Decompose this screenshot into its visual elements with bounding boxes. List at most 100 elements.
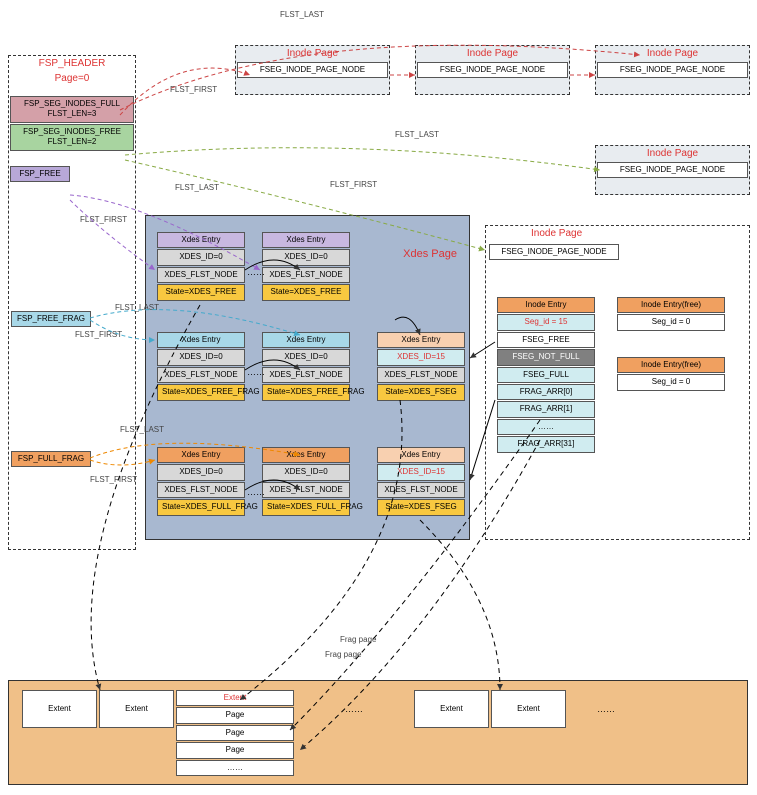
inode-page-node-3: FSEG_INODE_PAGE_NODE bbox=[597, 62, 748, 78]
inode-entry-block: Inode Entry Seg_id = 15 FSEG_FREE FSEG_N… bbox=[496, 296, 596, 454]
xdes-entry: Xdes Entry bbox=[377, 447, 465, 463]
fsp-free-frag: FSP_FREE_FRAG bbox=[11, 311, 91, 327]
xdes-id: XDES_ID=0 bbox=[262, 464, 350, 480]
inode-page-node-4: FSEG_INODE_PAGE_NODE bbox=[597, 162, 748, 178]
xdes-entry: Xdes Entry bbox=[262, 232, 350, 248]
fseg-free: FSEG_FREE bbox=[497, 332, 595, 348]
frag-arr-0: FRAG_ARR[0] bbox=[497, 384, 595, 400]
seg-id-0: Seg_id = 0 bbox=[617, 374, 725, 390]
lbl-flst-last-1: FLST_LAST bbox=[280, 10, 324, 19]
seg-id-0: Seg_id = 0 bbox=[617, 314, 725, 330]
xdes-node: XDES_FLST_NODE bbox=[262, 367, 350, 383]
xdes-id15: XDES_ID=15 bbox=[377, 464, 465, 480]
xdes-state: State=XDES_FREE bbox=[262, 284, 350, 300]
xdes-id: XDES_ID=0 bbox=[157, 464, 245, 480]
xdes-page-title: Xdes Page bbox=[401, 246, 459, 262]
lbl-flst-first-4: FLST_FIRST bbox=[75, 330, 122, 339]
inode-page-title-1: Inode Page bbox=[236, 46, 389, 61]
frag-arr-1: FRAG_ARR[1] bbox=[497, 401, 595, 417]
inode-page-node-1: FSEG_INODE_PAGE_NODE bbox=[237, 62, 388, 78]
xdes-id: XDES_ID=0 bbox=[157, 349, 245, 365]
xdes-node: XDES_FLST_NODE bbox=[377, 482, 465, 498]
extent-2: Extent bbox=[99, 690, 174, 728]
seg-inodes-free: FSP_SEG_INODES_FREE FLST_LEN=2 bbox=[10, 124, 134, 151]
xdes-state: State=XDES_FSEG bbox=[377, 499, 465, 515]
xdes-node: XDES_FLST_NODE bbox=[157, 267, 245, 283]
fsp-full-frag: FSP_FULL_FRAG bbox=[11, 451, 91, 467]
lbl-frag-page-1: Frag page bbox=[340, 635, 376, 644]
fsp-header-subtitle: Page=0 bbox=[9, 71, 135, 86]
xdes-entry: Xdes Entry bbox=[157, 232, 245, 248]
xdes-node: XDES_FLST_NODE bbox=[157, 367, 245, 383]
extent-1: Extent bbox=[22, 690, 97, 728]
inode-page-3: Inode Page FSEG_INODE_PAGE_NODE bbox=[595, 45, 750, 95]
xdes-id: XDES_ID=0 bbox=[262, 349, 350, 365]
xdes-state: State=XDES_FREE_FRAG bbox=[157, 384, 245, 400]
inode-entry-free-1: Inode Entry(free) Seg_id = 0 bbox=[616, 296, 726, 332]
inode-page-title-4: Inode Page bbox=[596, 146, 749, 161]
xdes-entry: Xdes Entry bbox=[262, 332, 350, 348]
lbl-flst-last-3: FLST_LAST bbox=[175, 183, 219, 192]
lbl-frag-page-2: Frag page bbox=[325, 650, 361, 659]
inode-detail-node: FSEG_INODE_PAGE_NODE bbox=[489, 244, 619, 260]
inode-page-1: Inode Page FSEG_INODE_PAGE_NODE bbox=[235, 45, 390, 95]
page-2: Page bbox=[176, 725, 294, 741]
xdes-entry: Xdes Entry bbox=[262, 447, 350, 463]
xdes-node: XDES_FLST_NODE bbox=[377, 367, 465, 383]
xdes-group-3c: Xdes Entry XDES_ID=15 XDES_FLST_NODE Sta… bbox=[376, 446, 466, 517]
xdes-node: XDES_FLST_NODE bbox=[262, 482, 350, 498]
xdes-group-1b: Xdes Entry XDES_ID=0 XDES_FLST_NODE Stat… bbox=[261, 231, 351, 302]
extent-4: Extent bbox=[414, 690, 489, 728]
fseg-not-full: FSEG_NOT_FULL bbox=[497, 349, 595, 365]
seg-id-15: Seg_id = 15 bbox=[497, 314, 595, 330]
frag-arr-31: FRAG_ARR[31] bbox=[497, 436, 595, 452]
xdes-group-2b: Xdes Entry XDES_ID=0 XDES_FLST_NODE Stat… bbox=[261, 331, 351, 402]
xdes-node: XDES_FLST_NODE bbox=[157, 482, 245, 498]
seg-inodes-full: FSP_SEG_INODES_FULL FLST_LEN=3 bbox=[10, 96, 134, 123]
inode-page-4: Inode Page FSEG_INODE_PAGE_NODE bbox=[595, 145, 750, 195]
xdes-entry: Xdes Entry bbox=[157, 447, 245, 463]
xdes-state: State=XDES_FSEG bbox=[377, 384, 465, 400]
xdes-group-3a: Xdes Entry XDES_ID=0 XDES_FLST_NODE Stat… bbox=[156, 446, 246, 517]
lbl-flst-first-3: FLST_FIRST bbox=[80, 215, 127, 224]
lbl-flst-first-1: FLST_FIRST bbox=[170, 85, 217, 94]
extent-strip: Extent Extent Extent Page Page Page …… …… bbox=[8, 680, 748, 785]
xdes-node: XDES_FLST_NODE bbox=[262, 267, 350, 283]
xdes-entry: Xdes Entry bbox=[157, 332, 245, 348]
inode-page-2: Inode Page FSEG_INODE_PAGE_NODE bbox=[415, 45, 570, 95]
inode-entry-free-2: Inode Entry(free) Seg_id = 0 bbox=[616, 356, 726, 392]
frag-dots: …… bbox=[497, 419, 595, 435]
inode-entry-free-header: Inode Entry(free) bbox=[617, 357, 725, 373]
xdes-page: Xdes Page Xdes Entry XDES_ID=0 XDES_FLST… bbox=[145, 215, 470, 540]
xdes-id: XDES_ID=0 bbox=[157, 249, 245, 265]
xdes-id: XDES_ID=0 bbox=[262, 249, 350, 265]
fsp-header-title: FSP_HEADER bbox=[9, 56, 135, 71]
page-3: Page bbox=[176, 742, 294, 758]
xdes-state: State=XDES_FREE_FRAG bbox=[262, 384, 350, 400]
xdes-state: State=XDES_FULL_FRAG bbox=[262, 499, 350, 515]
fseg-full: FSEG_FULL bbox=[497, 367, 595, 383]
xdes-group-3b: Xdes Entry XDES_ID=0 XDES_FLST_NODE Stat… bbox=[261, 446, 351, 517]
lbl-flst-first-2: FLST_FIRST bbox=[330, 180, 377, 189]
lbl-flst-last-4: FLST_LAST bbox=[115, 303, 159, 312]
page-1: Page bbox=[176, 707, 294, 723]
fsp-free: FSP_FREE bbox=[10, 166, 70, 182]
xdes-entry: Xdes Entry bbox=[377, 332, 465, 348]
xdes-group-2a: Xdes Entry XDES_ID=0 XDES_FLST_NODE Stat… bbox=[156, 331, 246, 402]
inode-entry-free-header: Inode Entry(free) bbox=[617, 297, 725, 313]
inode-page-title-3: Inode Page bbox=[596, 46, 749, 61]
extent-3: Extent bbox=[176, 690, 294, 706]
inode-detail-box: Inode Page FSEG_INODE_PAGE_NODE Inode En… bbox=[485, 225, 750, 540]
xdes-id15: XDES_ID=15 bbox=[377, 349, 465, 365]
extent-pages: Extent Page Page Page …… bbox=[175, 689, 295, 777]
extent-row: Extent Extent Extent Page Page Page …… …… bbox=[9, 681, 747, 777]
lbl-flst-last-5: FLST_LAST bbox=[120, 425, 164, 434]
inode-entry-header: Inode Entry bbox=[497, 297, 595, 313]
dots-1: …… bbox=[295, 689, 413, 777]
inode-detail-title: Inode Page bbox=[486, 226, 749, 241]
xdes-group-1a: Xdes Entry XDES_ID=0 XDES_FLST_NODE Stat… bbox=[156, 231, 246, 302]
inode-page-node-2: FSEG_INODE_PAGE_NODE bbox=[417, 62, 568, 78]
extent-5: Extent bbox=[491, 690, 566, 728]
page-dots: …… bbox=[176, 760, 294, 776]
lbl-flst-first-5: FLST_FIRST bbox=[90, 475, 137, 484]
